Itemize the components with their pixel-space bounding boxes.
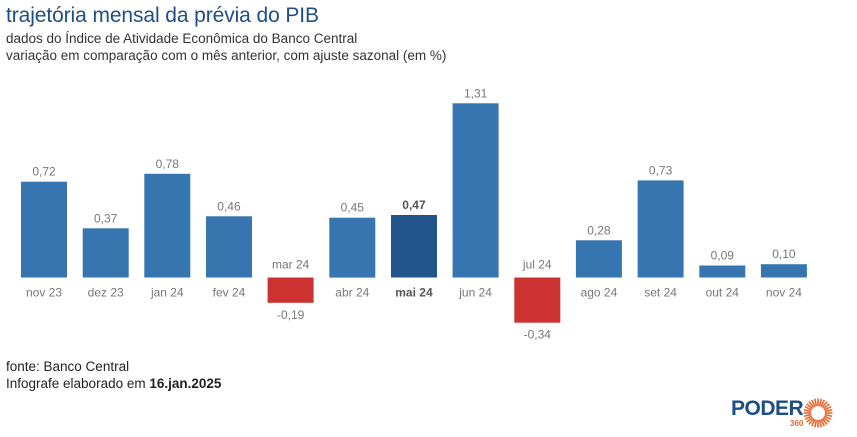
bar-nov-23 (21, 181, 67, 278)
made-note: Infografe elaborado em 16.jan.2025 (6, 376, 221, 391)
sunburst-ray (810, 418, 816, 427)
bar-nov-24 (760, 264, 807, 278)
value-label: 0,09 (711, 249, 735, 263)
value-label: 0,10 (772, 247, 796, 261)
sunburst-ray (803, 413, 812, 418)
category-label: fev 24 (213, 286, 246, 300)
sunburst-ray (823, 415, 832, 421)
sunburst-ray (818, 419, 823, 428)
category-label: nov 23 (26, 286, 62, 300)
value-label: -0,34 (524, 328, 552, 342)
sunburst-ray (804, 415, 813, 421)
value-label: 0,78 (156, 157, 180, 171)
bar-ago-24 (575, 240, 622, 278)
category-label: mai 24 (395, 286, 433, 300)
bar-mai-24 (391, 215, 437, 278)
sunburst-ray (821, 417, 828, 425)
sunburst-ray (813, 398, 818, 407)
category-label: dez 23 (88, 286, 124, 300)
sunburst-ray (804, 405, 813, 411)
sunburst-ray (824, 413, 833, 418)
bar-jan-24 (144, 173, 191, 278)
bar-mar-24 (267, 277, 314, 303)
sunburst-ray (820, 418, 826, 427)
category-label: jun 24 (458, 286, 492, 300)
value-label: 0,46 (217, 199, 241, 213)
value-label: 0,73 (649, 163, 673, 177)
sunburst-ray (824, 408, 833, 413)
category-label: mar 24 (272, 258, 310, 272)
value-label: 1,31 (464, 86, 488, 100)
logo-wordmark: PODER (731, 397, 804, 420)
sunburst-ray (806, 403, 814, 410)
category-label: nov 24 (766, 286, 802, 300)
category-label: ago 24 (581, 286, 618, 300)
sunburst-ray (822, 403, 830, 410)
sunburst-icon (803, 398, 833, 428)
chart-subtitle-measure: variação em comparação com o mês anterio… (6, 48, 447, 63)
sunburst-ray (821, 401, 828, 409)
made-note-prefix: Infografe elaborado em (6, 376, 150, 391)
value-label: 0,45 (341, 201, 365, 215)
poder360-logo: PODER 360 (728, 396, 848, 432)
sunburst-ray (806, 416, 814, 423)
category-label: jan 24 (150, 286, 184, 300)
sunburst-ray (820, 399, 826, 408)
bar-jun-24 (452, 103, 499, 278)
category-label: set 24 (644, 286, 677, 300)
bar-abr-24 (329, 217, 376, 278)
sunburst-ray (808, 401, 815, 409)
value-label: 0,47 (402, 198, 426, 212)
sunburst-ray (823, 405, 832, 411)
sunburst-ray (818, 398, 823, 407)
bar-set-24 (637, 180, 684, 278)
bar-out-24 (699, 265, 746, 278)
sunburst-ray (822, 416, 830, 423)
value-label: 0,37 (94, 211, 118, 225)
value-label: -0,19 (277, 308, 305, 322)
chart-title: trajetória mensal da prévia do PIB (6, 4, 319, 27)
category-label: abr 24 (335, 286, 369, 300)
sunburst-ray (803, 408, 812, 413)
sunburst-ray (810, 399, 816, 408)
value-label: 0,28 (587, 223, 611, 237)
value-label: 0,72 (32, 165, 56, 179)
bar-jul-24 (514, 277, 561, 323)
category-label: out 24 (706, 286, 740, 300)
chart-subtitle-source: dados do Índice de Atividade Econômica d… (6, 31, 358, 46)
sunburst-ray (813, 419, 818, 428)
bar-dez-23 (82, 228, 129, 278)
logo-sub: 360 (790, 419, 804, 428)
made-note-date: 16.jan.2025 (149, 376, 222, 391)
category-label: jul 24 (522, 258, 552, 272)
bar-fev-24 (206, 216, 252, 278)
sunburst-ray (808, 417, 815, 425)
source-note: fonte: Banco Central (6, 359, 130, 374)
